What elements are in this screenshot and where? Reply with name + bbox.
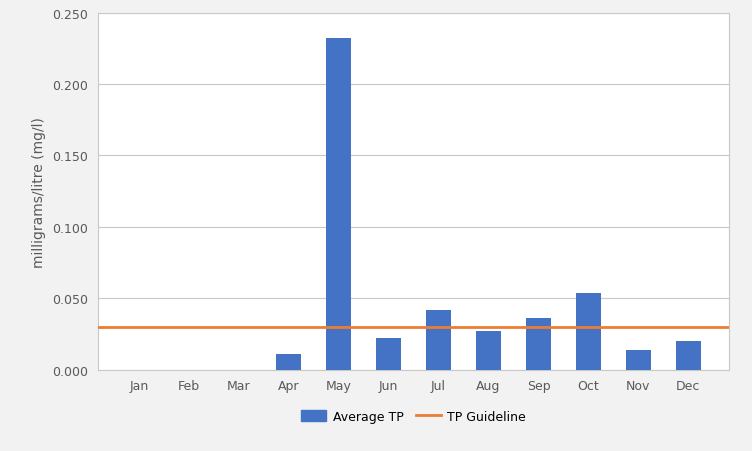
Bar bbox=[626, 350, 650, 370]
Bar bbox=[526, 318, 551, 370]
Bar bbox=[426, 310, 451, 370]
Bar bbox=[276, 354, 302, 370]
Bar bbox=[676, 341, 701, 370]
Bar bbox=[476, 331, 501, 370]
Bar bbox=[576, 293, 601, 370]
Bar bbox=[376, 338, 401, 370]
Legend: Average TP, TP Guideline: Average TP, TP Guideline bbox=[296, 405, 531, 428]
Bar bbox=[326, 39, 351, 370]
Y-axis label: milligrams/litre (mg/l): milligrams/litre (mg/l) bbox=[32, 116, 47, 267]
